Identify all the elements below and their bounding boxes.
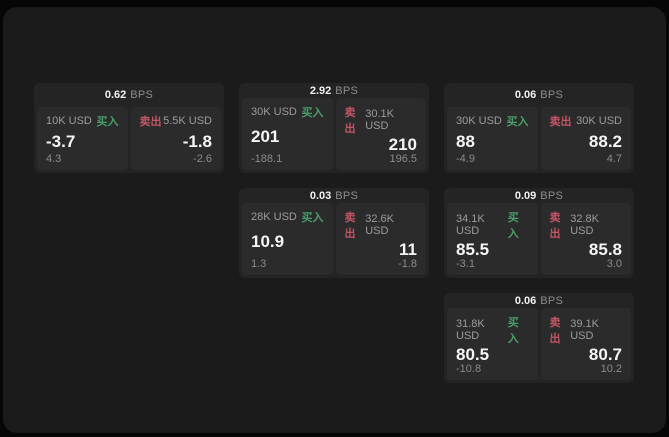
buy-panel[interactable]: 34.1K USD 买入 85.5 -3.1	[447, 203, 538, 275]
buy-amount: 34.1K USD	[456, 213, 485, 237]
buy-amount: 31.8K USD	[456, 318, 485, 342]
sell-panel[interactable]: 卖出 30.1K USD 210 196.5	[335, 98, 426, 170]
buy-side-label: 买入	[301, 212, 324, 224]
sell-panel[interactable]: 卖出 30K USD 88.2 4.7	[540, 107, 631, 170]
sell-price: 210	[388, 135, 417, 154]
sell-side-label: 卖出	[549, 317, 561, 345]
buy-side-label: 买入	[507, 212, 519, 240]
sell-panel[interactable]: 卖出 5.5K USD -1.8 -2.6	[130, 107, 221, 170]
buy-price: 80.5	[456, 345, 490, 364]
quote-card: 0.09 BPS 34.1K USD 买入 85.5 -3.1 卖出 32.8K…	[444, 188, 634, 278]
bps-value: 0.03	[309, 189, 332, 202]
sell-amount: 30K USD	[576, 115, 622, 127]
sell-delta: -1.8	[398, 258, 417, 270]
sell-price: 85.8	[588, 240, 622, 259]
bps-unit: BPS	[540, 294, 564, 307]
sell-side-label: 卖出	[139, 116, 162, 128]
buy-amount: 10K USD	[46, 115, 92, 127]
quote-card: 0.06 BPS 30K USD 买入 88 -4.9 卖出 30K USD	[444, 83, 634, 173]
sell-amount: 32.8K USD	[570, 213, 599, 237]
bps-value: 2.92	[309, 84, 332, 97]
quote-card: 0.62 BPS 10K USD 买入 -3.7 4.3 卖出 5.5K USD	[34, 83, 224, 173]
buy-amount: 30K USD	[456, 115, 502, 127]
buy-delta: -3.1	[456, 258, 475, 270]
sell-side-label: 卖出	[549, 212, 561, 240]
sell-panel[interactable]: 卖出 32.6K USD 11 -1.8	[335, 203, 426, 275]
sell-price: 88.2	[588, 131, 622, 151]
quote-card: 0.03 BPS 28K USD 买入 10.9 1.3 卖出 32.6K US…	[239, 188, 429, 278]
buy-panel[interactable]: 28K USD 买入 10.9 1.3	[242, 203, 333, 275]
sell-price: 11	[399, 240, 417, 259]
buy-amount: 30K USD	[251, 106, 297, 118]
sell-amount: 32.6K USD	[365, 213, 394, 237]
bps-header: 0.06 BPS	[444, 83, 634, 107]
buy-delta: 1.3	[251, 258, 267, 270]
quote-card: 2.92 BPS 30K USD 买入 201 -188.1 卖出 30.1K …	[239, 83, 429, 173]
quote-card: 0.06 BPS 31.8K USD 买入 80.5 -10.8 卖出 39.1…	[444, 293, 634, 383]
sell-price: -1.8	[182, 131, 212, 151]
bps-value: 0.06	[514, 294, 537, 307]
sell-side-label: 卖出	[344, 212, 356, 240]
buy-delta: -188.1	[251, 153, 283, 165]
buy-price: 201	[251, 127, 280, 146]
bps-value: 0.62	[104, 89, 127, 101]
bps-unit: BPS	[130, 89, 154, 101]
sell-amount: 39.1K USD	[570, 318, 599, 342]
bps-header: 0.62 BPS	[34, 83, 224, 107]
sell-delta: 10.2	[600, 363, 622, 375]
sell-price: 80.7	[588, 345, 622, 364]
sell-side-label: 卖出	[549, 116, 572, 128]
buy-side-label: 买入	[506, 116, 529, 128]
bps-unit: BPS	[540, 89, 564, 101]
buy-side-label: 买入	[96, 116, 119, 128]
bps-header: 0.09 BPS	[444, 188, 634, 203]
bps-value: 0.06	[514, 89, 537, 101]
sell-delta: 3.0	[606, 258, 622, 270]
buy-price: 88	[456, 131, 475, 151]
quotes-grid: 0.62 BPS 10K USD 买入 -3.7 4.3 卖出 5.5K USD	[34, 83, 634, 383]
buy-panel[interactable]: 30K USD 买入 201 -188.1	[242, 98, 333, 170]
bps-header: 0.03 BPS	[239, 188, 429, 203]
sell-panel[interactable]: 卖出 32.8K USD 85.8 3.0	[540, 203, 631, 275]
sell-delta: 196.5	[389, 153, 417, 165]
buy-price: -3.7	[46, 131, 76, 151]
buy-price: 85.5	[456, 240, 490, 259]
buy-side-label: 买入	[301, 107, 324, 119]
sell-panel[interactable]: 卖出 39.1K USD 80.7 10.2	[540, 308, 631, 380]
buy-panel[interactable]: 31.8K USD 买入 80.5 -10.8	[447, 308, 538, 380]
bps-unit: BPS	[335, 84, 359, 97]
sell-delta: -2.6	[193, 153, 212, 165]
bps-header: 0.06 BPS	[444, 293, 634, 308]
quotes-panel: 0.62 BPS 10K USD 买入 -3.7 4.3 卖出 5.5K USD	[3, 7, 666, 433]
buy-panel[interactable]: 30K USD 买入 88 -4.9	[447, 107, 538, 170]
sell-side-label: 卖出	[344, 107, 356, 135]
sell-amount: 30.1K USD	[365, 108, 394, 132]
bps-unit: BPS	[540, 189, 564, 202]
sell-amount: 5.5K USD	[163, 115, 212, 127]
buy-panel[interactable]: 10K USD 买入 -3.7 4.3	[37, 107, 128, 170]
bps-header: 2.92 BPS	[239, 83, 429, 98]
bps-value: 0.09	[514, 189, 537, 202]
sell-delta: 4.7	[606, 153, 622, 165]
buy-delta: 4.3	[46, 153, 62, 165]
bps-unit: BPS	[335, 189, 359, 202]
buy-side-label: 买入	[507, 317, 519, 345]
buy-amount: 28K USD	[251, 211, 297, 223]
buy-price: 10.9	[251, 232, 285, 251]
buy-delta: -10.8	[456, 363, 482, 375]
buy-delta: -4.9	[456, 153, 475, 165]
